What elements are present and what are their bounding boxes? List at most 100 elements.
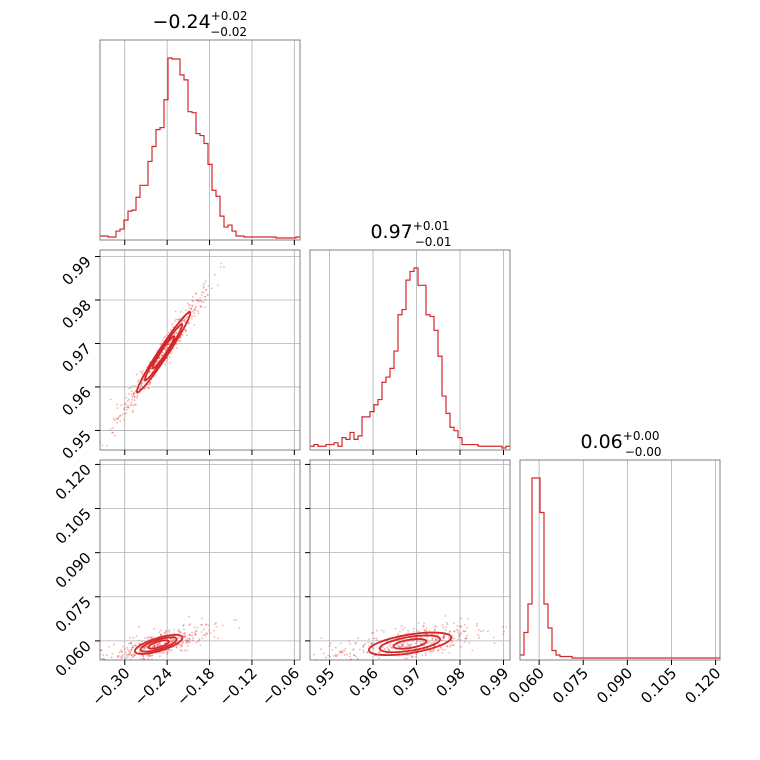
sample-point	[429, 649, 431, 652]
panel-title-err-minus-0: −0.02	[210, 25, 247, 39]
sample-point	[150, 636, 152, 638]
sample-point	[157, 359, 160, 362]
sample-point	[120, 651, 123, 654]
sample-point	[135, 397, 138, 399]
sample-point	[143, 657, 145, 660]
sample-point	[191, 631, 193, 634]
sample-point	[203, 282, 205, 285]
sample-point	[187, 639, 190, 642]
sample-point	[175, 318, 178, 321]
sample-point	[334, 646, 337, 649]
sample-point	[169, 638, 172, 640]
y-tick-label: 0.105	[52, 505, 95, 548]
sample-point	[409, 653, 411, 656]
sample-point	[188, 322, 190, 324]
sample-point	[449, 630, 452, 633]
sample-point	[205, 289, 208, 291]
sample-point	[458, 635, 461, 637]
sample-point	[412, 640, 414, 642]
sample-point	[126, 406, 128, 409]
sample-point	[400, 644, 403, 647]
sample-point	[416, 641, 418, 644]
sample-point	[376, 639, 379, 641]
sample-point	[137, 379, 140, 381]
sample-point	[133, 396, 136, 399]
sample-point	[171, 639, 174, 642]
sample-point	[371, 646, 374, 649]
sample-point	[160, 354, 163, 357]
sample-point	[189, 623, 192, 625]
sample-point	[399, 646, 401, 648]
sample-point	[380, 629, 383, 632]
sample-point	[128, 650, 130, 652]
sample-point	[160, 634, 162, 636]
sample-point	[339, 651, 342, 654]
sample-point	[165, 347, 168, 350]
sample-point	[425, 629, 428, 632]
sample-point	[207, 285, 210, 287]
sample-point	[178, 339, 180, 342]
sample-point	[425, 627, 428, 630]
panel-title-1: 0.97+0.01	[370, 219, 449, 243]
sample-point	[354, 642, 357, 645]
sample-point	[201, 624, 204, 626]
sample-point	[184, 320, 187, 323]
sample-point	[188, 304, 190, 306]
sample-point	[124, 648, 126, 650]
sample-point	[123, 406, 126, 409]
sample-point	[348, 640, 350, 643]
sample-point	[199, 305, 202, 308]
sample-point	[172, 326, 175, 329]
sample-point	[340, 651, 343, 654]
sample-point	[176, 318, 179, 321]
sample-point	[148, 654, 151, 657]
sample-point	[152, 645, 154, 648]
sample-point	[448, 630, 451, 633]
sample-point	[168, 649, 170, 651]
sample-point	[363, 644, 365, 647]
sample-point	[200, 300, 203, 303]
sample-point	[193, 631, 196, 634]
sample-point	[143, 646, 146, 649]
sample-point	[191, 299, 194, 302]
sample-point	[158, 357, 161, 360]
sample-point	[125, 396, 128, 399]
sample-point	[449, 645, 451, 648]
sample-point	[144, 387, 147, 389]
sample-point	[186, 315, 189, 318]
sample-point	[183, 632, 186, 635]
sample-point	[133, 653, 136, 656]
sample-point	[437, 649, 439, 652]
density-contour	[367, 631, 453, 656]
sample-point	[214, 623, 216, 625]
sample-point	[181, 645, 183, 648]
sample-point	[460, 617, 462, 620]
sample-point	[182, 624, 185, 626]
sample-point	[400, 643, 403, 646]
y-tick-label: 0.99	[58, 253, 94, 289]
sample-point	[459, 625, 461, 627]
sample-point	[376, 629, 378, 632]
sample-point	[174, 320, 176, 322]
sample-point	[186, 637, 189, 640]
sample-point	[129, 642, 132, 644]
sample-point	[172, 637, 175, 640]
sample-point	[128, 387, 131, 390]
sample-point	[482, 629, 485, 632]
sample-point	[431, 638, 434, 641]
sample-point	[334, 653, 337, 656]
sample-point	[153, 628, 156, 630]
x-tick-label: 0.120	[681, 664, 724, 707]
sample-point	[420, 642, 422, 644]
sample-point	[188, 641, 191, 644]
sample-point	[130, 641, 133, 644]
sample-point	[411, 655, 413, 657]
sample-point	[383, 631, 385, 633]
sample-point	[313, 653, 315, 656]
sample-point	[362, 651, 365, 654]
sample-point	[343, 654, 346, 656]
sample-point	[130, 654, 133, 657]
sample-point	[462, 630, 465, 632]
sample-point	[150, 654, 153, 657]
sample-point	[394, 627, 397, 630]
